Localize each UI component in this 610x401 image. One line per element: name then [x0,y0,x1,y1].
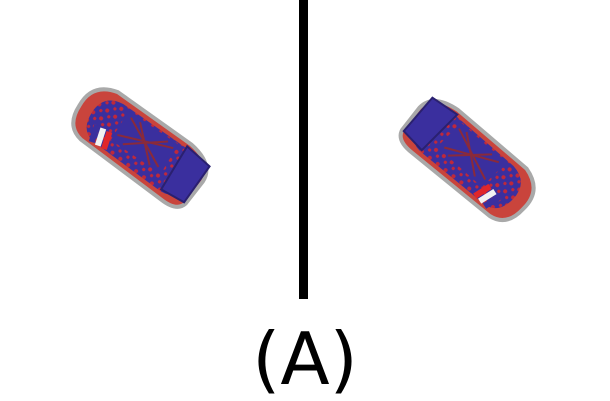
right-shoe-image [398,96,536,223]
vertical-divider [299,0,308,299]
caption-label: (A) [252,317,358,401]
left-shoe-image [71,87,211,209]
